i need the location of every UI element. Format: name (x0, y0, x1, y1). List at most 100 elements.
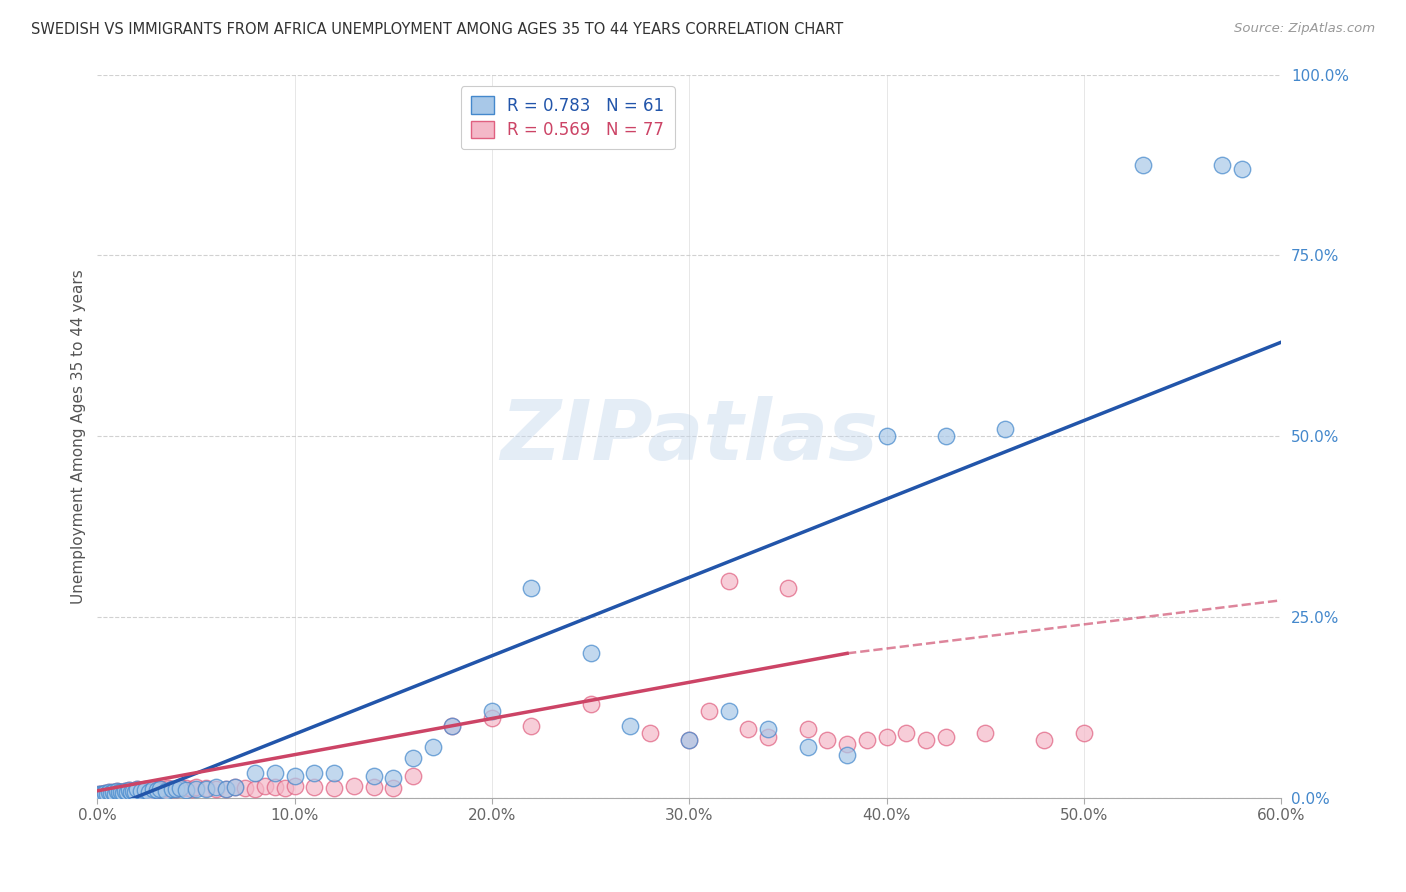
Point (1230, 161, 1253, 176)
Point (323, 766, 346, 780)
Point (157, 780, 180, 795)
Point (101, 784, 124, 798)
Point (174, 783, 197, 797)
Point (441, 719, 464, 733)
Point (98, 785, 121, 799)
Point (214, 782, 236, 797)
Point (284, 769, 307, 783)
Point (481, 704, 503, 718)
Point (935, 730, 957, 744)
Point (835, 747, 858, 762)
Point (94, 786, 117, 800)
Point (114, 784, 136, 798)
Point (98, 785, 121, 799)
Point (114, 784, 136, 798)
Point (162, 781, 184, 796)
Point (139, 784, 162, 798)
Point (135, 782, 157, 797)
Point (96, 787, 118, 801)
Point (896, 726, 918, 740)
Point (153, 782, 176, 797)
Point (697, 704, 720, 718)
Point (1033, 733, 1056, 747)
Point (91, 788, 114, 802)
Point (1211, 158, 1233, 172)
Point (1132, 158, 1154, 172)
Point (935, 429, 957, 443)
Point (120, 784, 142, 798)
Point (194, 780, 217, 795)
Point (520, 581, 543, 595)
Point (243, 765, 266, 780)
Point (323, 780, 346, 795)
Point (155, 784, 177, 798)
Point (184, 780, 207, 795)
Point (796, 723, 818, 737)
Point (125, 782, 148, 797)
Point (520, 719, 543, 733)
Point (204, 781, 226, 796)
Point (264, 780, 287, 795)
Point (129, 784, 152, 798)
Point (233, 780, 256, 795)
Point (214, 781, 236, 796)
Point (1073, 726, 1095, 740)
Point (254, 780, 277, 794)
Point (142, 781, 165, 796)
Text: SWEDISH VS IMMIGRANTS FROM AFRICA UNEMPLOYMENT AMONG AGES 35 TO 44 YEARS CORRELA: SWEDISH VS IMMIGRANTS FROM AFRICA UNEMPL… (31, 22, 844, 37)
Point (264, 766, 287, 780)
Point (90, 787, 112, 801)
Point (382, 771, 405, 785)
Point (915, 733, 938, 747)
Point (121, 784, 143, 798)
Point (855, 733, 877, 747)
Point (876, 730, 898, 744)
Point (121, 784, 143, 798)
Point (382, 780, 405, 795)
Point (165, 782, 187, 797)
Point (304, 765, 326, 780)
Point (776, 581, 799, 595)
Point (363, 780, 385, 795)
Point (138, 784, 160, 798)
Point (835, 737, 858, 751)
Point (181, 781, 204, 796)
Point (104, 787, 127, 801)
Point (101, 784, 124, 798)
Point (108, 785, 131, 799)
Point (204, 780, 226, 795)
Point (737, 723, 759, 737)
Y-axis label: Unemployment Among Ages 35 to 44 years: Unemployment Among Ages 35 to 44 years (72, 268, 86, 604)
Point (115, 785, 138, 799)
Point (194, 782, 217, 797)
Point (91, 788, 114, 802)
Point (100, 786, 122, 800)
Point (90, 787, 112, 801)
Point (89, 788, 111, 802)
Point (111, 786, 134, 800)
Point (165, 782, 187, 797)
Point (402, 769, 425, 783)
Point (124, 785, 146, 799)
Point (422, 740, 444, 755)
Point (876, 429, 898, 443)
Point (481, 711, 503, 725)
Point (717, 704, 740, 718)
Point (224, 780, 246, 795)
Point (110, 784, 132, 798)
Point (104, 787, 127, 801)
Point (579, 646, 602, 660)
Point (125, 782, 148, 797)
Text: ZIPatlas: ZIPatlas (501, 396, 879, 477)
Text: Source: ZipAtlas.com: Source: ZipAtlas.com (1234, 22, 1375, 36)
Point (128, 783, 150, 797)
Point (124, 785, 146, 799)
Point (579, 697, 602, 711)
Point (756, 723, 779, 737)
Point (138, 783, 160, 797)
Point (134, 781, 156, 796)
Point (678, 733, 700, 747)
Point (96, 787, 118, 801)
Point (619, 719, 641, 733)
Point (284, 780, 307, 794)
